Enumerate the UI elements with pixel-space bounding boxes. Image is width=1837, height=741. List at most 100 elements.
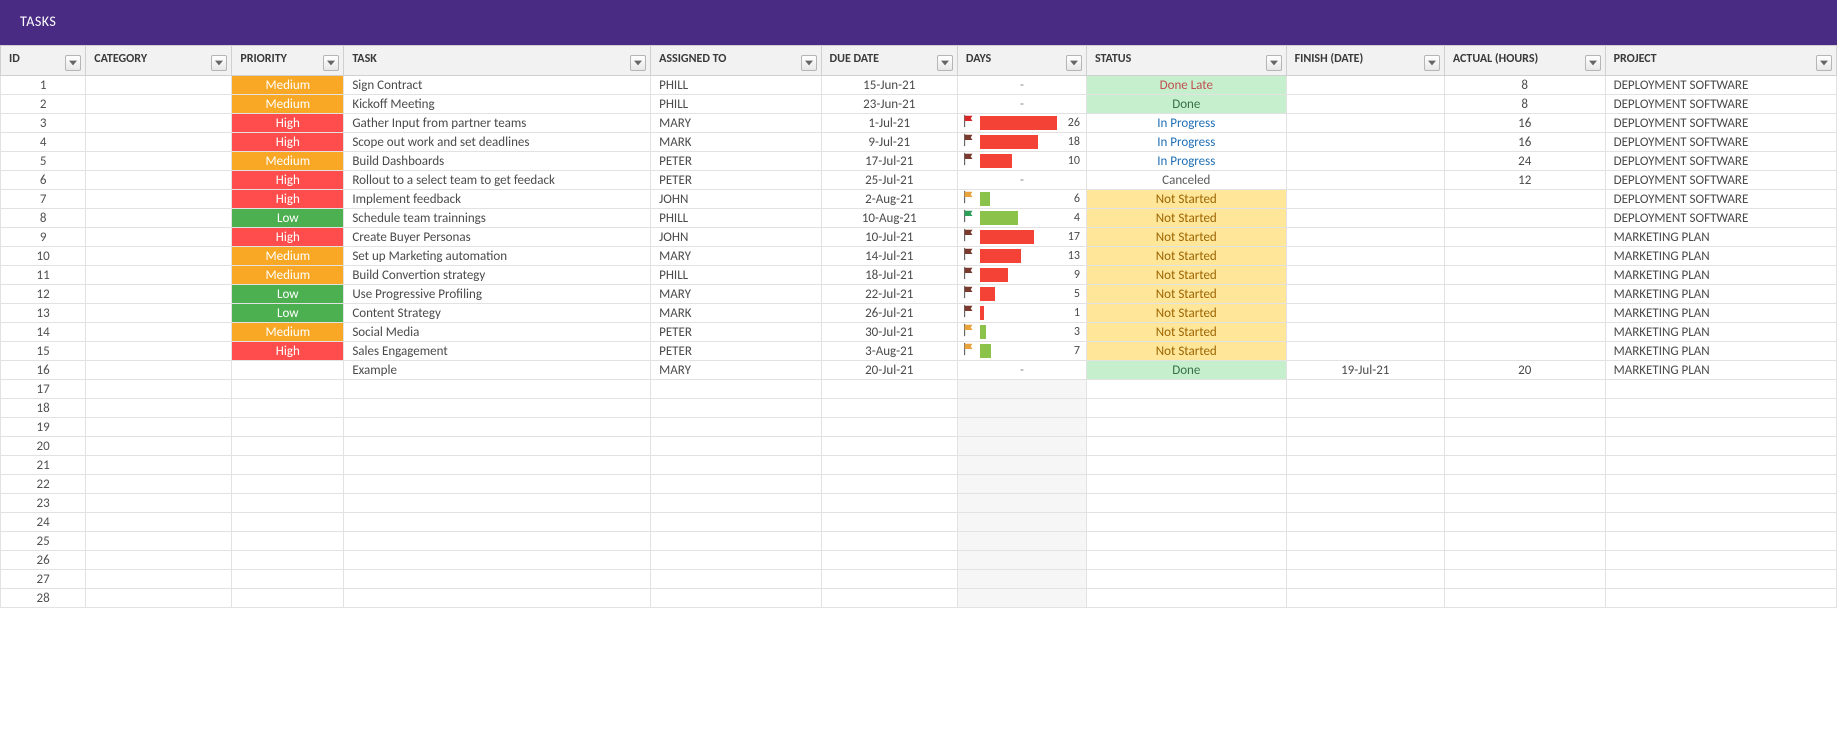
table-row-empty[interactable]: 26 — [1, 551, 1837, 570]
table-row[interactable]: 1MediumSign ContractPHILL15-Jun-21-Done … — [1, 76, 1837, 95]
cell-due-date: 10-Jul-21 — [821, 228, 957, 247]
cell-days: 3 — [957, 323, 1086, 342]
table-row[interactable]: 6HighRollout to a select team to get fee… — [1, 171, 1837, 190]
cell-empty — [86, 532, 232, 551]
days-value: 10 — [1068, 154, 1080, 168]
cell-project: MARKETING PLAN — [1605, 304, 1836, 323]
table-row-empty[interactable]: 21 — [1, 456, 1837, 475]
cell-finish — [1286, 76, 1444, 95]
cell-empty — [1605, 437, 1836, 456]
cell-empty — [821, 570, 957, 589]
cell-category — [86, 190, 232, 209]
cell-empty — [1286, 551, 1444, 570]
cell-category — [86, 76, 232, 95]
filter-dropdown-icon[interactable] — [801, 55, 817, 71]
table-row[interactable]: 10MediumSet up Marketing automationMARY1… — [1, 247, 1837, 266]
cell-empty — [1444, 551, 1605, 570]
cell-actual — [1444, 323, 1605, 342]
table-row[interactable]: 4HighScope out work and set deadlinesMAR… — [1, 133, 1837, 152]
cell-project: MARKETING PLAN — [1605, 266, 1836, 285]
cell-finish — [1286, 95, 1444, 114]
table-row-empty[interactable]: 19 — [1, 418, 1837, 437]
days-flag-icon — [958, 323, 976, 341]
days-flag-icon — [958, 247, 976, 265]
column-header-category: CATEGORY — [86, 46, 232, 76]
cell-id: 10 — [1, 247, 86, 266]
table-row[interactable]: 3HighGather Input from partner teamsMARY… — [1, 114, 1837, 133]
cell-status: Not Started — [1086, 228, 1286, 247]
filter-dropdown-icon[interactable] — [1066, 55, 1082, 71]
cell-category — [86, 133, 232, 152]
cell-empty — [1444, 399, 1605, 418]
table-row[interactable]: 7HighImplement feedbackJOHN2-Aug-216Not … — [1, 190, 1837, 209]
table-row[interactable]: 16ExampleMARY20-Jul-21-Done19-Jul-2120MA… — [1, 361, 1837, 380]
table-row-empty[interactable]: 18 — [1, 399, 1837, 418]
table-row[interactable]: 12LowUse Progressive ProfilingMARY22-Jul… — [1, 285, 1837, 304]
cell-empty — [957, 418, 1086, 437]
cell-empty — [1286, 513, 1444, 532]
cell-empty — [1444, 589, 1605, 608]
cell-empty — [344, 513, 651, 532]
cell-empty — [821, 437, 957, 456]
cell-assigned: MARK — [651, 133, 821, 152]
days-bar — [980, 230, 1034, 244]
table-row[interactable]: 13LowContent StrategyMARK26-Jul-211Not S… — [1, 304, 1837, 323]
table-row-empty[interactable]: 20 — [1, 437, 1837, 456]
cell-project: MARKETING PLAN — [1605, 361, 1836, 380]
cell-actual: 16 — [1444, 133, 1605, 152]
cell-empty — [651, 532, 821, 551]
table-row[interactable]: 9HighCreate Buyer PersonasJOHN10-Jul-211… — [1, 228, 1837, 247]
days-flag-icon — [958, 342, 976, 360]
table-row-empty[interactable]: 27 — [1, 570, 1837, 589]
cell-category — [86, 285, 232, 304]
cell-assigned: MARY — [651, 114, 821, 133]
cell-status: Not Started — [1086, 266, 1286, 285]
cell-priority: Medium — [232, 247, 344, 266]
days-flag-icon — [958, 152, 976, 170]
cell-empty — [1444, 418, 1605, 437]
table-row-empty[interactable]: 22 — [1, 475, 1837, 494]
filter-dropdown-icon[interactable] — [1424, 55, 1440, 71]
cell-empty — [1605, 532, 1836, 551]
column-label: ACTUAL (HOURS) — [1453, 52, 1538, 66]
table-row[interactable]: 15HighSales EngagementPETER3-Aug-217Not … — [1, 342, 1837, 361]
cell-priority: Low — [232, 209, 344, 228]
filter-dropdown-icon[interactable] — [1585, 55, 1601, 71]
cell-empty — [344, 437, 651, 456]
filter-dropdown-icon[interactable] — [65, 55, 81, 71]
cell-empty — [1286, 532, 1444, 551]
cell-actual — [1444, 342, 1605, 361]
table-row-empty[interactable]: 25 — [1, 532, 1837, 551]
cell-empty — [1605, 475, 1836, 494]
table-row[interactable]: 11MediumBuild Convertion strategyPHILL18… — [1, 266, 1837, 285]
days-value: 1 — [1074, 306, 1080, 320]
cell-id: 7 — [1, 190, 86, 209]
table-row[interactable]: 14MediumSocial MediaPETER30-Jul-213Not S… — [1, 323, 1837, 342]
filter-dropdown-icon[interactable] — [323, 55, 339, 71]
cell-status: Not Started — [1086, 304, 1286, 323]
cell-priority: High — [232, 190, 344, 209]
cell-empty — [344, 418, 651, 437]
cell-due-date: 14-Jul-21 — [821, 247, 957, 266]
table-row-empty[interactable]: 23 — [1, 494, 1837, 513]
cell-finish — [1286, 114, 1444, 133]
table-row[interactable]: 2MediumKickoff MeetingPHILL23-Jun-21-Don… — [1, 95, 1837, 114]
cell-empty — [1286, 589, 1444, 608]
table-row[interactable]: 8LowSchedule team trainningsPHILL10-Aug-… — [1, 209, 1837, 228]
priority-badge: High — [232, 190, 343, 208]
filter-dropdown-icon[interactable] — [211, 55, 227, 71]
table-row[interactable]: 5MediumBuild DashboardsPETER17-Jul-2110I… — [1, 152, 1837, 171]
filter-dropdown-icon[interactable] — [1266, 55, 1282, 71]
table-body: 1MediumSign ContractPHILL15-Jun-21-Done … — [1, 76, 1837, 608]
table-row-empty[interactable]: 24 — [1, 513, 1837, 532]
cell-actual — [1444, 266, 1605, 285]
cell-empty — [86, 456, 232, 475]
priority-badge: Medium — [232, 247, 343, 265]
filter-dropdown-icon[interactable] — [630, 55, 646, 71]
cell-finish: 19-Jul-21 — [1286, 361, 1444, 380]
days-flag-icon — [958, 114, 976, 132]
table-row-empty[interactable]: 17 — [1, 380, 1837, 399]
table-row-empty[interactable]: 28 — [1, 589, 1837, 608]
filter-dropdown-icon[interactable] — [937, 55, 953, 71]
filter-dropdown-icon[interactable] — [1816, 55, 1832, 71]
